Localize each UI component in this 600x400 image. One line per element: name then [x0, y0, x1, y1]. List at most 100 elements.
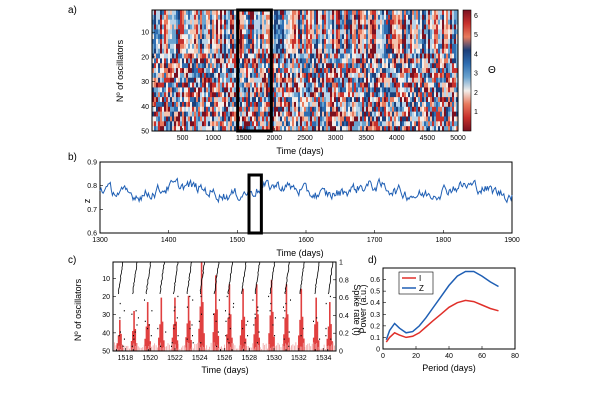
heatmap-cell: [438, 126, 441, 132]
heatmap-cell: [434, 77, 437, 83]
heatmap-cell: [358, 121, 361, 127]
heatmap-cell: [274, 121, 277, 127]
heatmap-cell: [164, 126, 167, 132]
heatmap-cell: [414, 53, 417, 59]
raster-spike: [174, 306, 176, 308]
heatmap-cell: [312, 82, 315, 88]
heatmap-cell: [202, 101, 205, 108]
heatmap-cell: [154, 72, 157, 79]
heatmap-cell: [212, 68, 215, 74]
heatmap-cell: [396, 72, 399, 79]
heatmap-cell: [282, 77, 285, 83]
heatmap-cell: [254, 43, 257, 50]
heatmap-cell: [420, 43, 423, 50]
heatmap-cell: [354, 39, 357, 45]
heatmap-cell: [456, 106, 459, 112]
heatmap-cell: [348, 10, 351, 16]
heatmap-cell: [384, 101, 387, 108]
heatmap-cell: [346, 121, 349, 127]
heatmap-cell: [416, 101, 419, 108]
x-tick-label: 4000: [389, 135, 405, 142]
colorbar-tick-label: 1: [474, 109, 478, 116]
heatmap-cell: [302, 126, 305, 132]
heatmap-cell: [254, 68, 257, 74]
heatmap-cell: [232, 19, 235, 25]
heatmap-cell: [292, 87, 295, 93]
heatmap-cell: [442, 29, 445, 35]
power-series-i-line: [385, 299, 499, 343]
heatmap-cell: [302, 116, 305, 122]
heatmap-cell: [286, 72, 289, 79]
heatmap-cell: [370, 24, 373, 30]
heatmap-cell: [324, 82, 327, 88]
heatmap-cell: [346, 14, 349, 20]
heatmap-cell: [350, 77, 353, 83]
heatmap-cell: [416, 68, 419, 74]
heatmap-cell: [440, 29, 443, 35]
heatmap-cell: [206, 53, 209, 59]
heatmap-cell: [182, 82, 185, 88]
heatmap-cell: [276, 10, 279, 16]
heatmap-cell: [246, 92, 249, 98]
heatmap-cell: [332, 63, 335, 69]
heatmap-cell: [198, 53, 201, 59]
heatmap-cell: [316, 97, 319, 103]
heatmap-cell: [172, 106, 175, 112]
heatmap-cell: [152, 63, 155, 69]
heatmap-cell: [384, 10, 387, 16]
heatmap-cell: [308, 53, 311, 59]
heatmap-cell: [248, 101, 251, 108]
heatmap-cell: [450, 97, 453, 103]
raster-spike: [325, 327, 327, 330]
heatmap-cell: [266, 58, 269, 64]
heatmap-cell: [356, 43, 359, 50]
heatmap-cell: [352, 77, 355, 83]
heatmap-cell: [168, 19, 171, 25]
heatmap-cell: [218, 72, 221, 79]
heatmap-cell: [284, 106, 287, 112]
raster-spike: [192, 299, 194, 301]
heatmap-cell: [342, 116, 345, 122]
heatmap-cell: [392, 19, 395, 25]
heatmap-cell: [166, 97, 169, 103]
heatmap-cell: [268, 92, 271, 98]
heatmap-cell: [228, 10, 231, 16]
heatmap-cell: [360, 39, 363, 45]
heatmap-cell: [202, 14, 205, 20]
heatmap-cell: [338, 97, 341, 103]
heatmap-cell: [418, 111, 421, 117]
heatmap-cell: [444, 39, 447, 45]
heatmap-cell: [262, 87, 265, 93]
heatmap-cell: [282, 68, 285, 74]
heatmap-cell: [208, 43, 211, 50]
heatmap-cell: [348, 43, 351, 50]
heatmap-cell: [352, 10, 355, 16]
heatmap-cell: [192, 43, 195, 50]
heatmap-cell: [288, 29, 291, 35]
heatmap-cell: [442, 87, 445, 93]
heatmap-cell: [376, 19, 379, 25]
z-series-line: [99, 177, 513, 204]
heatmap-cell: [260, 29, 263, 35]
heatmap-cell: [324, 48, 327, 54]
heatmap-cell: [446, 97, 449, 103]
heatmap-cell: [444, 19, 447, 25]
heatmap-cell: [412, 92, 415, 98]
heatmap-cell: [368, 48, 371, 54]
heatmap-cell: [240, 106, 243, 112]
heatmap-cell: [174, 87, 177, 93]
heatmap-cell: [202, 111, 205, 117]
heatmap-cell: [384, 72, 387, 79]
heatmap-cell: [424, 111, 427, 117]
heatmap-cell: [208, 87, 211, 93]
heatmap-cell: [344, 126, 347, 132]
heatmap-cell: [320, 48, 323, 54]
heatmap-cell: [292, 48, 295, 54]
heatmap-cell: [254, 19, 257, 25]
x-tick-label: 1000: [205, 135, 221, 142]
heatmap-cell: [260, 121, 263, 127]
heatmap-cell: [262, 10, 265, 16]
heatmap-cell: [196, 53, 199, 59]
heatmap-cell: [242, 106, 245, 112]
heatmap-cell: [300, 111, 303, 117]
